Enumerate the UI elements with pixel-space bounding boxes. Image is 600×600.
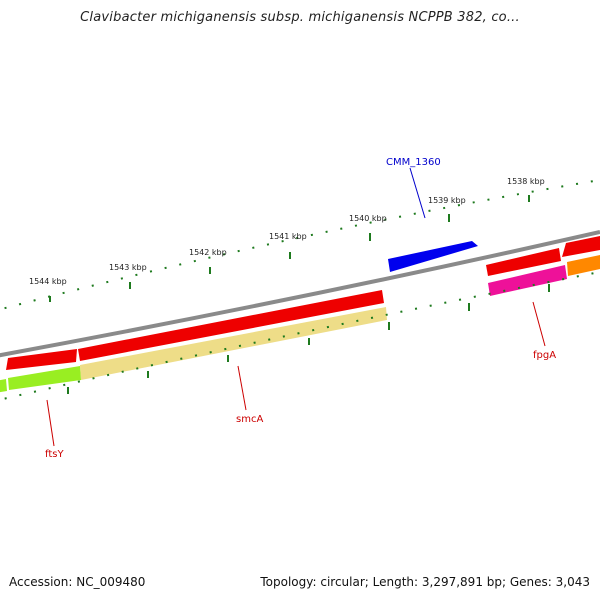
gene-feature[interactable] xyxy=(8,366,81,390)
gene-labels: CMM_1360 fpgA smcA ftsY xyxy=(45,157,556,460)
gene-label-fpga[interactable]: fpgA xyxy=(533,350,556,361)
accession-text: Accession: NC_009480 xyxy=(9,575,146,589)
tick-label: 1543 kbp xyxy=(109,263,147,272)
leader-line xyxy=(409,167,426,219)
tick-labels: 1544 kbp 1543 kbp 1542 kbp 1541 kbp 1540… xyxy=(29,177,545,286)
cds-feature[interactable] xyxy=(486,248,561,276)
inner-ruler xyxy=(0,271,600,401)
gene-track xyxy=(0,255,600,393)
cds-feature[interactable] xyxy=(6,349,77,370)
tick-label: 1538 kbp xyxy=(507,177,545,186)
gene-label-smca[interactable]: smcA xyxy=(236,414,263,425)
leader-line xyxy=(237,365,247,411)
gene-feature[interactable] xyxy=(567,255,600,276)
genome-backbone xyxy=(0,230,600,358)
cds-feature[interactable] xyxy=(562,236,600,257)
tick-label: 1540 kbp xyxy=(349,214,387,223)
page-title: Clavibacter michiganensis subsp. michiga… xyxy=(80,10,520,25)
gene-feature[interactable] xyxy=(488,265,567,296)
tick-label: 1539 kbp xyxy=(428,196,466,205)
tick-label: 1541 kbp xyxy=(269,232,307,241)
cds-feature[interactable] xyxy=(388,241,478,272)
gene-label-cmm-1360[interactable]: CMM_1360 xyxy=(386,157,441,168)
leader-line xyxy=(532,301,546,347)
inner-ruler-dots xyxy=(0,271,600,401)
outer-ruler xyxy=(0,179,600,311)
gene-label-ftsy[interactable]: ftsY xyxy=(45,449,64,460)
genome-summary-text: Topology: circular; Length: 3,297,891 bp… xyxy=(260,575,590,589)
tick-label: 1544 kbp xyxy=(29,277,67,286)
leader-line xyxy=(46,399,55,447)
outer-ruler-dots xyxy=(0,179,600,311)
forward-cds-track xyxy=(6,236,600,370)
cds-feature[interactable] xyxy=(78,290,384,361)
label-leaders xyxy=(46,167,546,447)
gene-feature[interactable] xyxy=(0,379,7,393)
gene-feature[interactable] xyxy=(80,307,387,380)
tick-label: 1542 kbp xyxy=(189,248,227,257)
